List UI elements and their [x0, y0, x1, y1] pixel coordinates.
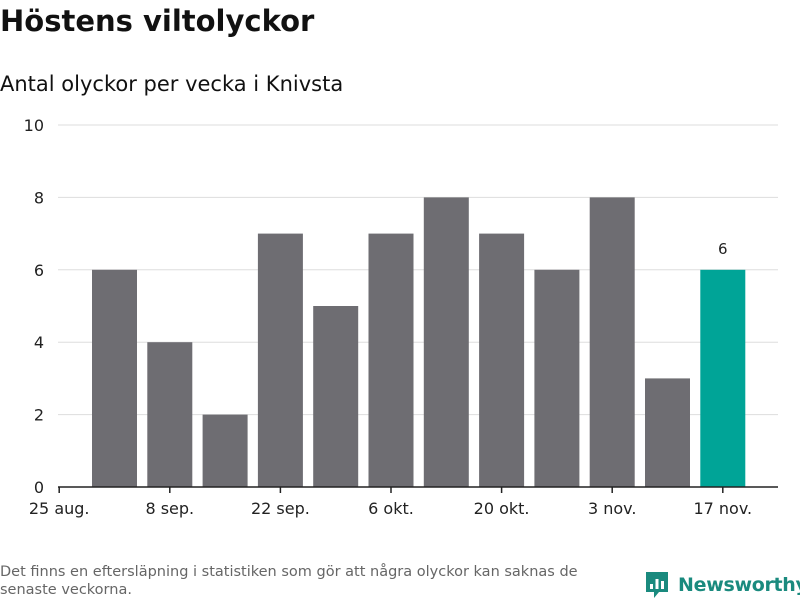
bar-chart: 0 2 4 6 8 10 6 25 aug. 8 sep. 22 sep. 6 okt. 20 o… [24, 116, 778, 518]
bar [700, 269, 746, 487]
x-tick-label: 20 okt. [474, 499, 530, 518]
bar [645, 378, 690, 487]
bar [257, 233, 303, 487]
chart-title: Höstens viltolyckor [0, 4, 315, 38]
newsworthy-logo-icon [646, 572, 668, 598]
chart-subtitle: Antal olyckor per vecka i Knivsta [0, 72, 344, 96]
x-tick-label: 25 aug. [29, 499, 90, 518]
x-tick-label: 22 sep. [251, 499, 310, 518]
bar [423, 197, 469, 487]
brand-name: Newsworthy [678, 574, 800, 596]
footer-note: Det finns en eftersläpning i statistiken… [0, 564, 578, 598]
bars [92, 197, 746, 487]
x-axis: 25 aug. 8 sep. 22 sep. 6 okt. 20 okt. 3 nov. 1… [29, 486, 778, 518]
bar [534, 269, 580, 487]
bar [589, 197, 635, 487]
x-tick-label: 8 sep. [145, 499, 194, 518]
y-tick-label: 10 [24, 116, 44, 135]
data-labels: 6 [718, 240, 728, 258]
bar [479, 233, 525, 487]
bar [202, 414, 248, 487]
x-tick-label: 17 nov. [693, 499, 752, 518]
x-tick-label: 6 okt. [368, 499, 414, 518]
data-label: 6 [718, 240, 728, 258]
y-tick-label: 0 [34, 478, 44, 497]
y-tick-label: 6 [34, 261, 44, 280]
bar [147, 342, 193, 487]
bar [92, 269, 137, 487]
y-axis-ticks: 0 2 4 6 8 10 [24, 116, 44, 497]
y-tick-label: 2 [34, 406, 44, 425]
y-tick-label: 8 [34, 188, 44, 207]
brand[interactable]: Newsworthy [644, 570, 800, 600]
y-tick-label: 4 [34, 333, 44, 352]
bar [313, 306, 359, 487]
bar [368, 233, 414, 487]
x-tick-label: 3 nov. [588, 499, 637, 518]
